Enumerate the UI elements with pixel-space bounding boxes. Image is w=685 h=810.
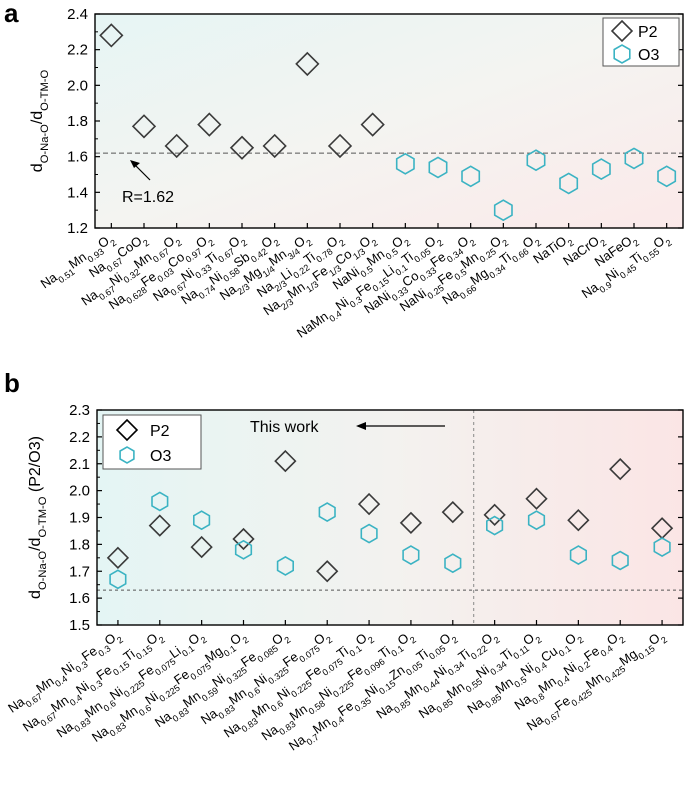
o3-point: [624, 147, 644, 170]
annotation-r-value: R=1.62: [122, 189, 174, 206]
legend-box: [602, 17, 680, 67]
p2-point: [399, 511, 423, 535]
o3-point: [461, 165, 481, 188]
p2-point: [327, 133, 353, 159]
y-tick-label: 2.3: [69, 402, 90, 419]
legend-box: [102, 414, 202, 470]
o3-point: [653, 537, 671, 558]
annotation-arrowhead: [130, 160, 140, 168]
o3-point: [444, 553, 462, 574]
o3-point: [276, 555, 295, 576]
o3-point: [151, 491, 169, 512]
y-tick-label: 2.2: [67, 42, 88, 59]
p2-point: [483, 503, 506, 526]
p2-point: [262, 133, 287, 159]
annotation-this-work: This work: [250, 419, 319, 436]
legend-p2-marker: [610, 19, 634, 43]
o3-point: [428, 156, 448, 179]
p2-point: [316, 560, 339, 583]
p2-point: [232, 527, 255, 551]
y-tick-label: 1.6: [69, 590, 90, 607]
panel-b: 1.51.61.71.81.92.02.12.22.3Na0.67Mn0.4Ni…: [4, 368, 684, 757]
y-tick-label: 2.0: [67, 77, 88, 94]
panel-label: a: [4, 0, 19, 28]
p2-point: [99, 23, 124, 48]
this-work-arrowhead: [356, 422, 366, 430]
o3-point: [318, 502, 336, 523]
legend-p2-label: P2: [150, 423, 170, 440]
y-tick-label: 1.4: [67, 184, 88, 201]
legend-o3-marker: [119, 446, 135, 464]
p2-point: [360, 112, 385, 137]
p2-point: [148, 514, 171, 537]
p2-point: [164, 133, 189, 159]
y-tick-label: 1.7: [69, 563, 90, 580]
o3-point: [360, 523, 378, 544]
x-tick-label: Na0.67Ni0.32Mn0.67O2: [78, 230, 183, 312]
p2-point: [274, 449, 297, 473]
panel-a: 1.2 1.4 1.6 1.8 2.0 2.2 2.4 Na0.51Mn0.93O2Na0.6…: [4, 0, 684, 341]
y-tick-label: 2.0: [69, 483, 90, 500]
p2-point: [190, 535, 213, 559]
p2-point: [229, 135, 255, 160]
x-tick-label: Na0.7Mn0.4Fe0.35Ni0.15Zn0.05Ti0.05O2: [286, 627, 460, 757]
legend-o3-label: O3: [638, 47, 659, 64]
y-tick-label: 1.2: [67, 220, 88, 237]
p2-point: [106, 546, 130, 569]
p2-point: [197, 112, 222, 137]
legend-p2-label: P2: [638, 24, 658, 41]
o3-point: [559, 172, 579, 195]
x-tick-label: Na0.51Mn0.93O2: [38, 230, 119, 294]
o3-point: [611, 550, 629, 571]
y-tick-label: 2.1: [69, 456, 90, 473]
o3-point: [493, 199, 513, 222]
o3-point: [485, 515, 504, 536]
y-tick-label: 1.6: [67, 149, 88, 166]
o3-point: [395, 152, 415, 175]
legend-o3-marker: [613, 44, 631, 64]
o3-point: [234, 539, 253, 560]
p2-point: [567, 509, 590, 532]
o3-point: [193, 510, 211, 531]
y-tick-label: 1.8: [67, 113, 88, 130]
y-axis-label: dO-Na-O/dO-TM-O: [29, 69, 51, 172]
y-tick-label: 2.4: [67, 6, 88, 23]
p2-point: [131, 114, 157, 139]
y-tick-label: 1.9: [69, 510, 90, 527]
o3-point: [527, 510, 546, 531]
y-axis-label: dO-Na-O/dO-TM-O (P2/O3): [27, 436, 49, 599]
legend-o3-label: O3: [150, 448, 171, 465]
o3-point: [591, 158, 611, 181]
p2-point: [295, 51, 320, 77]
o3-point: [569, 545, 588, 566]
p2-point: [609, 457, 632, 481]
o3-point: [657, 165, 677, 188]
y-tick-label: 2.2: [69, 429, 90, 446]
p2-point: [357, 492, 381, 516]
y-tick-label: 1.5: [69, 617, 90, 634]
legend-p2-marker: [115, 418, 139, 442]
y-tick-label: 1.8: [69, 536, 90, 553]
o3-point: [109, 569, 127, 590]
o3-point: [402, 545, 420, 566]
p2-point: [525, 487, 548, 510]
panel-label: b: [4, 368, 20, 398]
plot-background: [95, 14, 683, 228]
o3-point: [526, 149, 546, 172]
p2-point: [441, 500, 464, 524]
